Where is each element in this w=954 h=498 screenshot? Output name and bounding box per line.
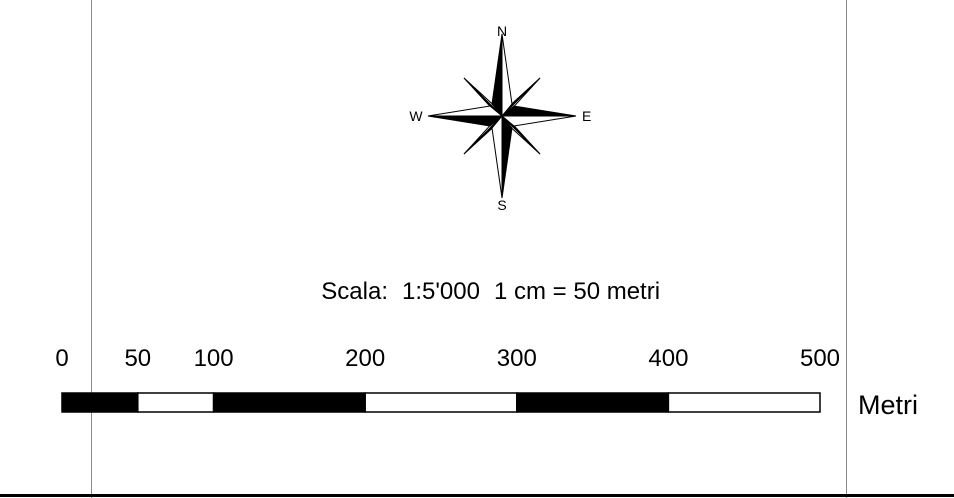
compass-west-label: W [409,108,423,124]
frame-left-line [91,0,92,498]
scalebar-segment [364,392,518,413]
scalebar-tick-label: 100 [193,345,234,372]
scalebar-segment [667,392,821,413]
scalebar-segment [61,392,139,413]
scalebar [61,392,821,413]
frame-right-line [846,0,847,498]
scalebar-segment [212,392,366,413]
compass-east-label: E [582,108,591,124]
scalebar-tick-label: 0 [55,345,69,372]
scalebar-tick-label: 50 [124,345,152,372]
scale-ratio: 1:5'000 [401,278,480,305]
scalebar-segment [516,392,670,413]
compass-star [427,33,577,199]
scale-equivalence: 1 cm = 50 metri [493,278,661,305]
scalebar-tick-label: 200 [345,345,386,372]
scalebar-segment [137,392,215,413]
scalebar-tick-label: 500 [799,345,841,372]
compass-south-label: S [497,197,506,213]
frame-bottom-line [0,494,954,497]
compass-rose-icon: N E S W [409,23,591,213]
compass-north-label: N [497,23,507,39]
scale-label: Scala: [321,278,388,305]
cardinal-points [427,33,577,199]
scale-statement: Scala: 1:5'000 1 cm = 50 metri [0,250,954,306]
scalebar-tick-label: 300 [496,345,537,372]
scalebar-units-label: Metri [858,390,918,420]
scalebar-tick-label: 400 [648,345,689,372]
